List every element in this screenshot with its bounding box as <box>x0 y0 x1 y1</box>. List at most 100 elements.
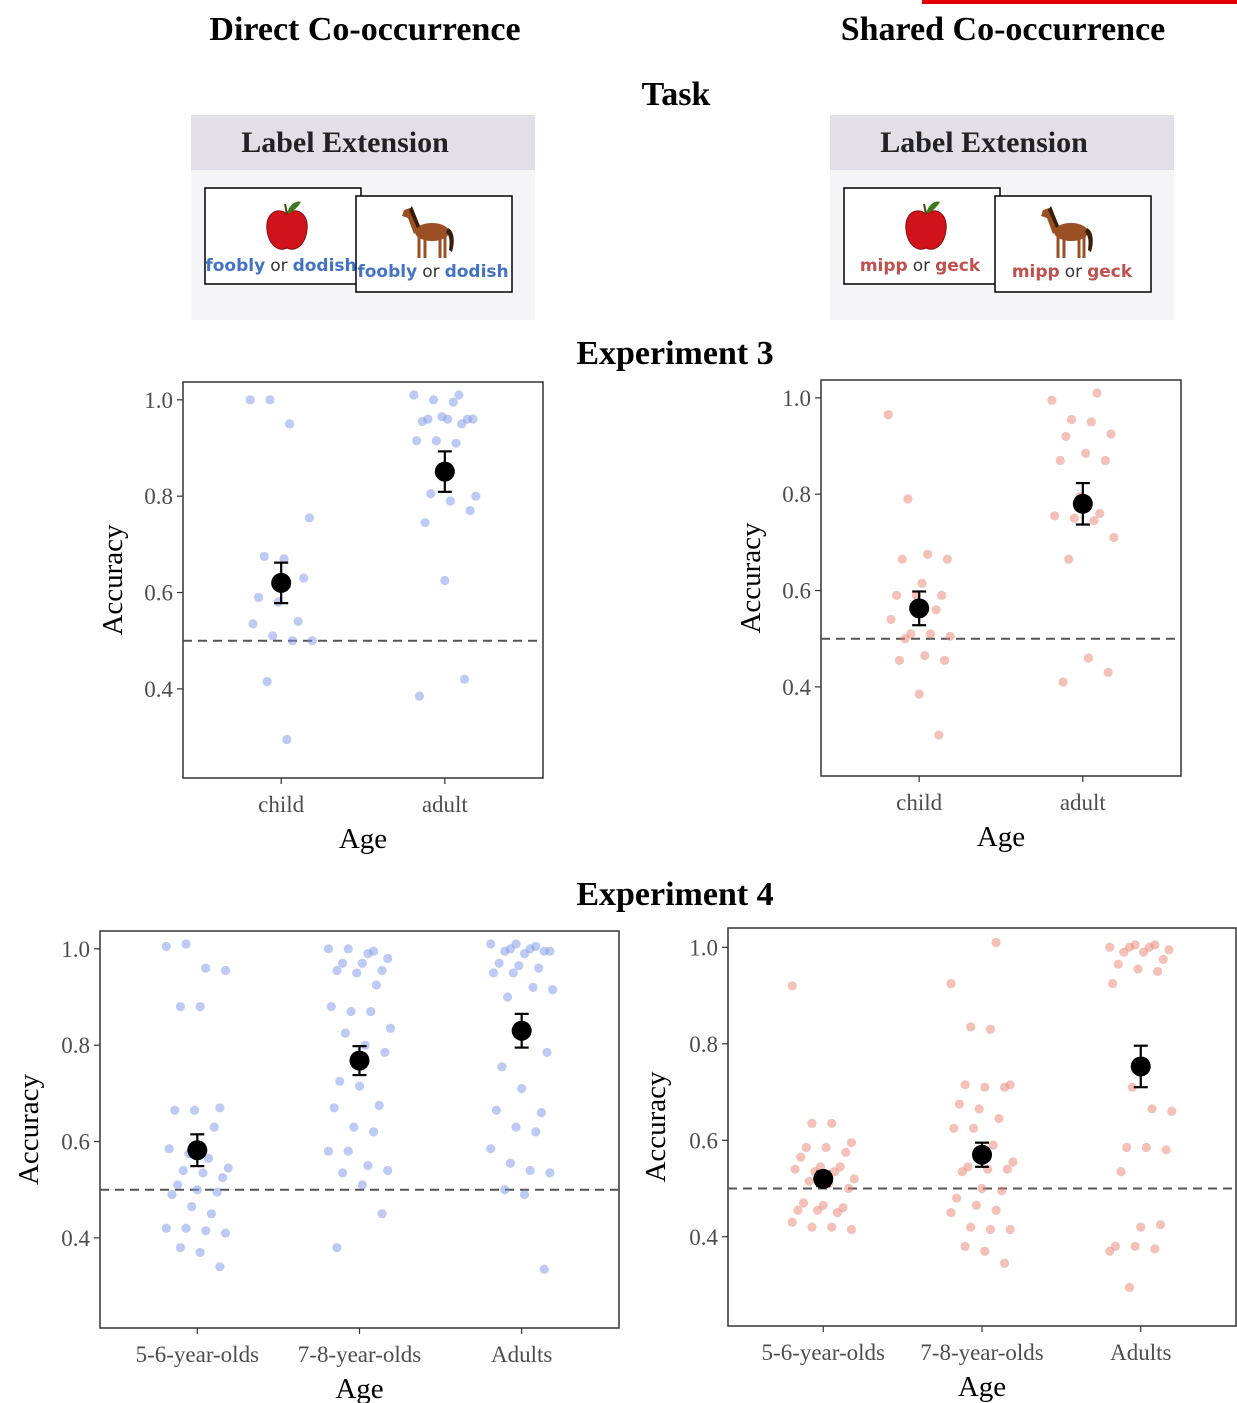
data-point <box>343 1146 353 1156</box>
label-or: or <box>422 262 439 282</box>
horse-leg <box>417 236 421 258</box>
data-point <box>265 395 275 405</box>
data-point <box>285 419 295 429</box>
data-point <box>220 1228 231 1238</box>
horse-neck <box>402 208 420 234</box>
label-word: mipp <box>1012 262 1060 282</box>
data-point <box>985 1024 996 1034</box>
data-point <box>894 655 905 665</box>
task-panel-title: Label Extension <box>241 126 449 159</box>
data-point <box>329 1103 339 1113</box>
data-point <box>1153 966 1163 977</box>
data-point <box>368 1127 379 1137</box>
data-point <box>1130 1241 1140 1251</box>
data-point <box>829 1167 840 1177</box>
x-tick-label: 5-6-year-olds <box>762 1340 885 1365</box>
label-word: geck <box>1087 262 1133 282</box>
x-tick-label: 5-6-year-olds <box>136 1342 259 1367</box>
horse-leg <box>423 236 427 258</box>
data-point <box>164 1144 174 1154</box>
data-point <box>426 489 436 499</box>
data-point <box>1103 667 1113 678</box>
data-point <box>299 573 309 583</box>
data-point <box>203 1153 214 1164</box>
data-point <box>1105 942 1115 952</box>
data-point <box>968 1123 979 1133</box>
data-point <box>335 1076 345 1086</box>
data-point <box>846 1138 857 1148</box>
data-point <box>1081 448 1091 458</box>
data-point <box>997 1186 1007 1196</box>
data-point <box>1083 653 1094 663</box>
data-point <box>897 554 907 564</box>
y-tick-label: 0.6 <box>61 1130 90 1155</box>
data-point <box>807 1118 817 1128</box>
x-tick-label: Adults <box>491 1342 552 1367</box>
data-point <box>428 395 439 405</box>
data-point <box>385 1023 396 1033</box>
data-point <box>198 1168 208 1178</box>
data-point <box>363 1161 373 1171</box>
data-point <box>323 1146 334 1156</box>
data-point <box>218 1173 228 1183</box>
data-point <box>187 1201 197 1212</box>
data-point <box>1095 508 1105 519</box>
data-point <box>431 436 441 446</box>
data-point <box>304 513 314 523</box>
data-point <box>420 518 430 528</box>
data-point <box>528 982 538 992</box>
data-point <box>960 1241 970 1251</box>
data-point <box>349 1122 359 1132</box>
data-point <box>437 412 447 422</box>
data-point <box>1127 1082 1137 1092</box>
data-point <box>223 1163 233 1173</box>
data-point <box>1136 1222 1146 1232</box>
data-point <box>952 1193 962 1203</box>
data-point <box>966 1022 976 1032</box>
mean-point <box>972 1144 992 1165</box>
data-point <box>946 1208 956 1218</box>
plot-panel <box>182 381 544 779</box>
data-point <box>465 506 475 516</box>
data-point <box>1092 388 1102 398</box>
data-point <box>323 944 334 954</box>
data-point <box>448 397 458 407</box>
data-point <box>1147 1104 1157 1114</box>
horse-icon <box>402 206 454 258</box>
horse-leg <box>1082 236 1086 258</box>
data-point <box>1008 1157 1018 1167</box>
y-tick-label: 1.0 <box>689 935 718 960</box>
data-point <box>821 1142 831 1153</box>
data-point <box>172 1180 183 1190</box>
y-tick-label: 0.4 <box>782 675 811 700</box>
data-point <box>511 1122 521 1132</box>
task-panel-header <box>191 115 535 170</box>
horse-neck <box>1041 208 1059 234</box>
data-point <box>161 1223 171 1233</box>
apple-leaf <box>926 201 940 214</box>
data-point <box>201 963 211 973</box>
apple-stem <box>284 203 288 215</box>
data-point <box>1055 455 1065 466</box>
data-point <box>1047 395 1057 405</box>
data-point <box>259 551 269 561</box>
data-point <box>796 1152 806 1162</box>
apple-body <box>266 210 308 250</box>
y-axis-title: Accuracy <box>640 1071 672 1183</box>
data-point <box>841 1147 851 1157</box>
label-word: mipp <box>860 256 908 276</box>
data-point <box>380 1047 390 1058</box>
data-point <box>798 1198 809 1208</box>
label-choice: foobly or dodish <box>205 256 356 276</box>
data-point <box>445 496 456 506</box>
data-point <box>533 963 544 973</box>
data-point <box>1050 511 1060 521</box>
data-point <box>514 961 524 971</box>
y-tick-label: 1.0 <box>782 386 811 411</box>
data-point <box>1113 959 1123 969</box>
data-point <box>994 1113 1004 1124</box>
mean-point <box>271 572 292 593</box>
data-point <box>1106 429 1116 439</box>
y-tick-label: 0.6 <box>144 581 173 606</box>
data-point <box>977 1183 987 1194</box>
